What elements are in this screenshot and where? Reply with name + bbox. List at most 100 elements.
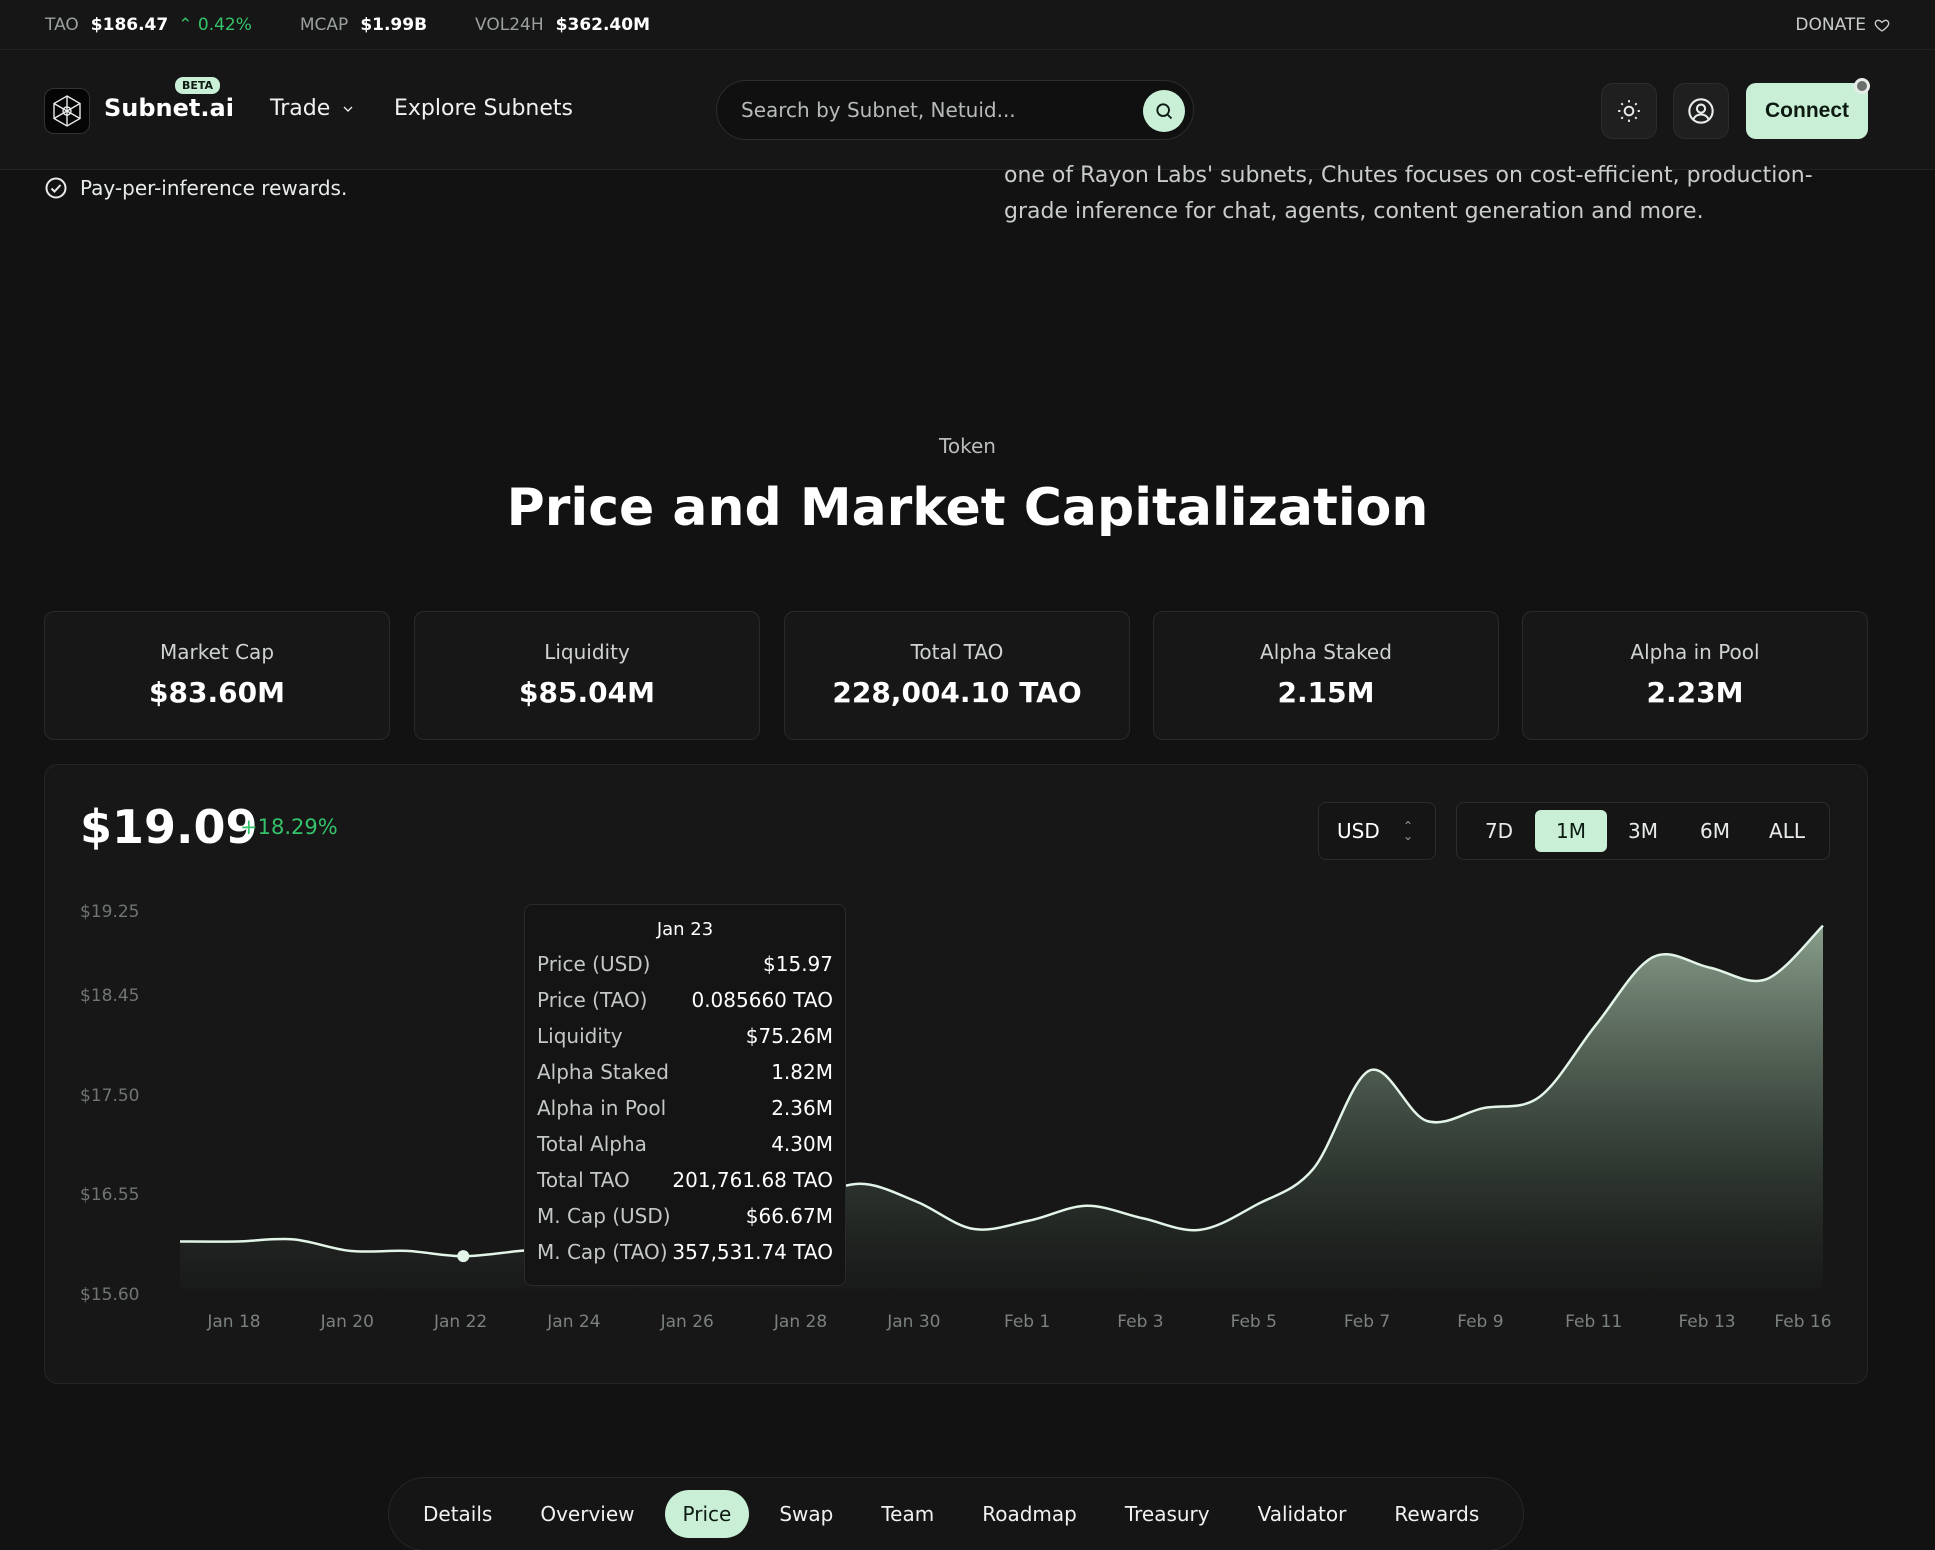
feature-text: Pay-per-inference rewards. xyxy=(80,176,348,200)
search-input[interactable] xyxy=(741,98,1121,122)
tab-validator[interactable]: Validator xyxy=(1257,1502,1347,1526)
x-tick-label: Jan 28 xyxy=(773,1312,828,1332)
tooltip-value: 1.82M xyxy=(771,1060,833,1084)
feature-item: Pay-per-inference rewards. xyxy=(44,176,347,200)
tab-rewards[interactable]: Rewards xyxy=(1394,1502,1480,1526)
tooltip-value: 4.30M xyxy=(771,1132,833,1156)
donate-label: DONATE xyxy=(1795,14,1866,35)
x-tick-label: Feb 5 xyxy=(1230,1312,1277,1332)
ticker-mcap-label: MCAP xyxy=(299,14,349,35)
y-tick-label: $17.50 xyxy=(80,1085,140,1106)
tooltip-value: $75.26M xyxy=(745,1024,833,1048)
x-tick-label: Jan 20 xyxy=(320,1312,374,1332)
stat-value: 2.15M xyxy=(1277,676,1375,709)
stat-label: Liquidity xyxy=(544,640,630,664)
arrow-up-icon: ⌃ xyxy=(178,14,193,35)
tooltip-key: Liquidity xyxy=(537,1024,623,1048)
tab-details[interactable]: Details xyxy=(423,1502,493,1526)
section-eyebrow: Token xyxy=(939,434,996,458)
chart-tooltip: Jan 23 Price (USD) $15.97 Price (TAO) 0.085… xyxy=(524,904,846,1286)
ticker-tao-change: ⌃ 0.42% xyxy=(178,15,252,35)
subnet-logo-icon[interactable] xyxy=(44,88,90,134)
search-button[interactable] xyxy=(1143,90,1185,132)
theme-toggle-button[interactable] xyxy=(1601,83,1657,139)
tooltip-row: M. Cap (USD) $66.67M xyxy=(525,1198,845,1234)
x-tick-label: Feb 7 xyxy=(1343,1312,1391,1332)
tab-team[interactable]: Team xyxy=(881,1502,935,1526)
section-tabs: Details Overview Price Swap Team Roadmap Treas… xyxy=(388,1477,1524,1550)
current-price: $19.09 xyxy=(80,800,258,854)
stat-card-alpha-in-pool: Alpha in Pool 2.23M xyxy=(1522,611,1868,740)
tooltip-row: Alpha Staked 1.82M xyxy=(525,1054,845,1090)
stat-label: Alpha in Pool xyxy=(1630,640,1760,664)
connect-button[interactable]: Connect xyxy=(1746,83,1868,139)
ticker-vol-value: $362.40M xyxy=(555,14,651,35)
notification-dot xyxy=(1854,78,1870,94)
y-tick-label: $15.60 xyxy=(80,1285,140,1305)
tab-swap[interactable]: Swap xyxy=(779,1502,834,1526)
stat-value: 228,004.10 TAO xyxy=(832,676,1082,709)
section-title: Price and Market Capitalization xyxy=(506,478,1429,538)
ticker-vol-label: VOL24H xyxy=(475,14,544,35)
x-tick-label: Jan 30 xyxy=(887,1312,941,1332)
stat-value: $85.04M xyxy=(519,676,655,709)
stat-card-liquidity: Liquidity $85.04M xyxy=(414,611,760,740)
stat-card-alpha-staked: Alpha Staked 2.15M xyxy=(1153,611,1499,740)
explore-subnets-link[interactable]: Explore Subnets xyxy=(394,96,573,121)
tab-overview[interactable]: Overview xyxy=(540,1502,635,1526)
range-1m[interactable]: 1M xyxy=(1535,810,1607,852)
beta-badge: BETA xyxy=(175,77,221,94)
ticker-bar: TAO $186.47 ⌃ 0.42% MCAP $1.99B VOL24H $… xyxy=(0,0,1935,50)
stat-value: 2.23M xyxy=(1646,676,1744,709)
tab-roadmap[interactable]: Roadmap xyxy=(982,1502,1077,1526)
stat-value: $83.60M xyxy=(149,676,285,709)
user-circle-icon xyxy=(1688,98,1714,124)
stat-card-market-cap: Market Cap $83.60M xyxy=(44,611,390,740)
account-button[interactable] xyxy=(1673,83,1729,139)
range-6m[interactable]: 6M xyxy=(1700,819,1730,843)
tab-treasury[interactable]: Treasury xyxy=(1124,1502,1210,1526)
explore-label: Explore Subnets xyxy=(394,96,573,121)
stat-card-total-tao: Total TAO 228,004.10 TAO xyxy=(784,611,1130,740)
x-tick-label: Feb 13 xyxy=(1678,1312,1736,1332)
tooltip-key: Alpha in Pool xyxy=(537,1096,667,1120)
tooltip-row: Total Alpha 4.30M xyxy=(525,1126,845,1162)
hover-point xyxy=(457,1250,470,1263)
trade-label: Trade xyxy=(270,96,331,121)
subnet-description: one of Rayon Labs' subnets, Chutes focus… xyxy=(1004,163,1813,224)
ticker-mcap: MCAP $1.99B xyxy=(300,15,427,35)
tooltip-date: Jan 23 xyxy=(656,919,714,940)
tooltip-key: Alpha Staked xyxy=(537,1060,669,1084)
tooltip-key: Price (TAO) xyxy=(537,988,648,1012)
sun-icon xyxy=(1618,100,1640,122)
price-area-fill xyxy=(180,925,1823,1289)
x-tick-label: Feb 1 xyxy=(1004,1312,1051,1332)
check-circle-icon xyxy=(45,177,67,199)
tooltip-row: Alpha in Pool 2.36M xyxy=(525,1090,845,1126)
search-bar xyxy=(716,80,1194,140)
y-tick-label: $16.55 xyxy=(80,1185,140,1206)
range-all[interactable]: ALL xyxy=(1769,819,1805,843)
ticker-mcap-value: $1.99B xyxy=(360,14,428,35)
x-tick-label: Jan 26 xyxy=(660,1312,714,1332)
chevron-down-icon xyxy=(343,106,353,112)
trade-menu[interactable]: Trade xyxy=(270,96,356,121)
currency-select[interactable]: USD ⌃ ⌄ xyxy=(1318,802,1436,860)
x-tick-label: Feb 11 xyxy=(1565,1312,1623,1332)
ticker-vol: VOL24H $362.40M xyxy=(475,15,650,35)
x-tick-label: Feb 9 xyxy=(1457,1312,1504,1332)
brand-name[interactable]: Subnet.ai xyxy=(104,94,234,122)
tooltip-value: 0.085660 TAO xyxy=(691,988,833,1012)
x-tick-label: Jan 18 xyxy=(207,1312,261,1332)
heart-icon xyxy=(1874,19,1890,32)
y-tick-label: $19.25 xyxy=(80,902,140,922)
range-3m[interactable]: 3M xyxy=(1628,819,1658,843)
top-nav: Subnet.ai BETA Trade Explore Subnets Con… xyxy=(0,50,1935,170)
tooltip-value: $15.97 xyxy=(763,952,833,976)
donate-link[interactable]: DONATE xyxy=(1795,15,1890,35)
tooltip-key: Price (USD) xyxy=(537,952,651,976)
tab-price[interactable]: Price xyxy=(664,1490,750,1538)
range-7d[interactable]: 7D xyxy=(1484,819,1514,843)
tooltip-value: 357,531.74 TAO xyxy=(672,1240,833,1264)
